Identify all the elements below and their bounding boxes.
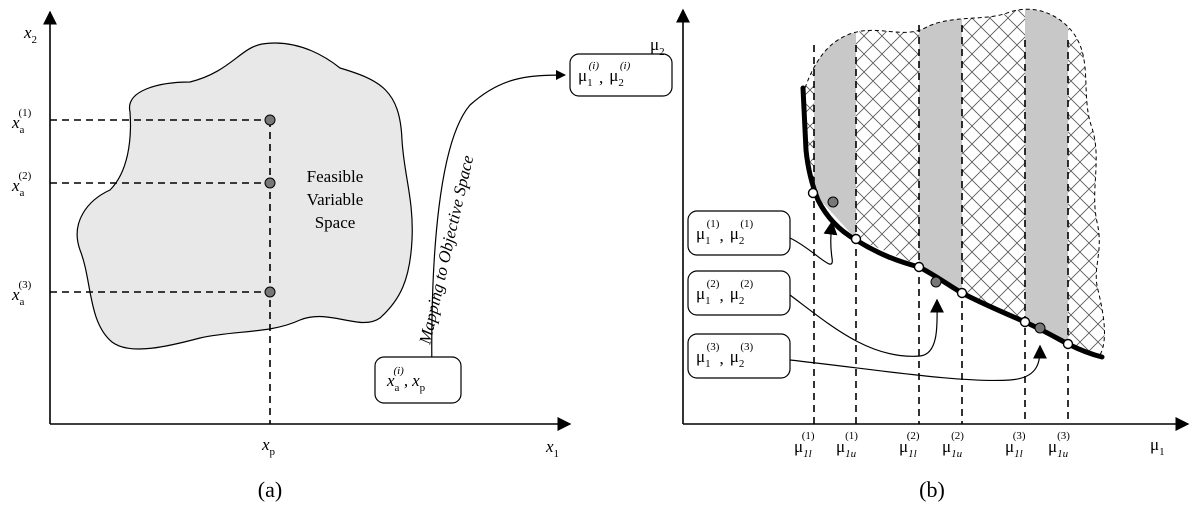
connector-3 <box>789 344 1047 381</box>
mapping-label: Mapping to Objective Space <box>415 153 477 347</box>
front-point-3u <box>1062 338 1074 350</box>
connector-1 <box>789 220 838 265</box>
tick-xa2: xa(2) <box>11 170 32 199</box>
a-x-axis-label: x1 <box>545 437 559 460</box>
front-point-2u <box>956 287 968 299</box>
point-xa1 <box>264 114 276 126</box>
point-xa3 <box>264 286 276 298</box>
region-label-line3: Space <box>315 213 356 232</box>
svg-text:μ1(1),μ2(1): μ1(1), μ2(1) <box>696 218 753 247</box>
svg-text:xa(i),xp: xa(i), xp <box>386 365 426 394</box>
svg-text:μ1(3),μ2(3): μ1(3), μ2(3) <box>696 341 753 370</box>
panel-b: μ2 μ1 <box>650 8 1190 502</box>
panel-a: x2 x1 xa(1) xa(2) xa(3) xp Feasible Vari… <box>11 10 572 502</box>
mapping-arrow <box>431 70 566 381</box>
input-box: xa(i), xp <box>374 356 462 404</box>
tick-mu1l-2: μ1l(2) <box>899 430 920 460</box>
tick-xp: xp <box>261 435 276 458</box>
band-guides <box>813 25 1069 424</box>
b-box-3: μ1(3), μ2(3) <box>687 333 791 379</box>
tick-mu1l-1: μ1l(1) <box>794 430 815 460</box>
b-box-2: μ1(2), μ2(2) <box>687 270 791 316</box>
tick-xa3: xa(3) <box>11 279 32 308</box>
region-label-line1: Feasible <box>307 167 364 186</box>
front-point-3l <box>1019 316 1031 328</box>
svg-text:μ1(i),μ2(i): μ1(i), μ2(i) <box>578 60 631 89</box>
a-y-axis-label: x2 <box>23 23 37 46</box>
region-label-line2: Variable <box>307 190 364 209</box>
svg-text:μ1(2),μ2(2): μ1(2), μ2(2) <box>696 278 753 307</box>
solution-point-3 <box>1034 322 1046 334</box>
tick-mu1u-3: μ1u(3) <box>1048 430 1070 460</box>
tick-mu1u-2: μ1u(2) <box>942 430 964 460</box>
band-2 <box>919 9 962 355</box>
front-point-2l <box>913 261 925 273</box>
solution-point-1 <box>827 196 839 208</box>
point-xa2 <box>264 177 276 189</box>
caption-a: (a) <box>258 477 282 502</box>
tick-mu1l-3: μ1l(3) <box>1005 430 1026 460</box>
front-point-1l <box>807 187 819 199</box>
objective-region <box>803 9 1105 355</box>
band-1 <box>814 9 856 355</box>
band-3 <box>1025 9 1068 355</box>
front-point-1u <box>850 233 862 245</box>
tick-xa1: xa(1) <box>11 107 32 136</box>
b-y-axis-label: μ2 <box>650 35 665 58</box>
b-x-axis-label: μ1 <box>1150 435 1165 458</box>
output-box: μ1(i), μ2(i) <box>569 53 673 97</box>
tick-mu1u-1: μ1u(1) <box>836 430 858 460</box>
b-box-1: μ1(1), μ2(1) <box>687 210 791 256</box>
caption-b: (b) <box>919 477 945 502</box>
solution-point-2 <box>930 276 942 288</box>
connector-2 <box>789 294 945 357</box>
